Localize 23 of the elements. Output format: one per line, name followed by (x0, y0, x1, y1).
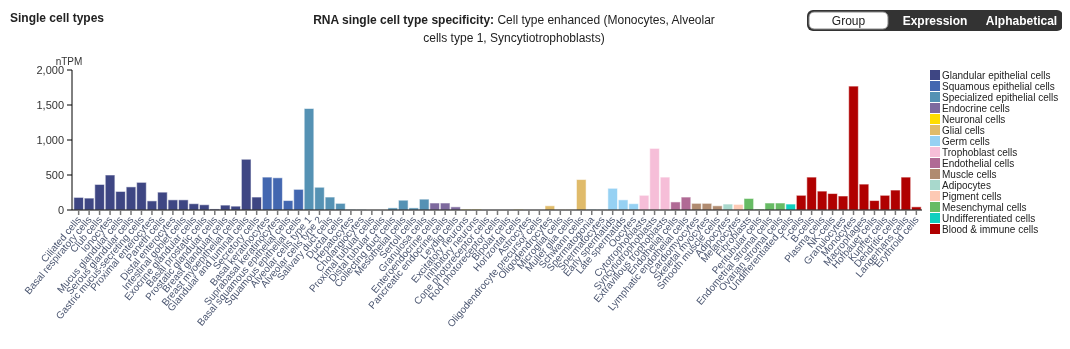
legend-label: Specialized epithelial cells (942, 92, 1059, 103)
chart-subtitle: RNA single cell type specificity: Cell type enhanced (Monocytes, Alveolar cells type 1, Syncytiotrophoblasts) (313, 13, 715, 45)
legend-label: Squamous epithelial cells (942, 81, 1055, 92)
y-tick-label: 500 (45, 169, 64, 181)
legend-label: Glial cells (942, 125, 985, 136)
y-tick-label: 0 (57, 204, 64, 216)
legend-label: Muscle cells (942, 169, 997, 180)
y-axis-title: nTPM (55, 56, 83, 67)
legend-label: Endocrine cells (942, 103, 1010, 114)
chart-title: Single cell types (10, 11, 105, 25)
legend-label: Germ cells (942, 136, 990, 147)
legend-label: Trophoblast cells (942, 147, 1018, 158)
legend-label: Glandular epithelial cells (942, 70, 1051, 81)
legend-label: Neuronal cells (942, 114, 1006, 125)
legend-label: Adipocytes (942, 180, 991, 191)
y-tick-label: 2,000 (36, 64, 64, 76)
y-tick-label: 1,500 (36, 99, 64, 111)
legend-label: Blood & immune cells (942, 224, 1039, 235)
legend-label: Pigment cells (942, 191, 1002, 202)
legend-label: Endothelial cells (942, 158, 1015, 169)
y-tick-label: 1,000 (36, 134, 64, 146)
legend-label: Mesenchymal cells (942, 202, 1027, 213)
sort-toggle: Group Expression Alphabetical (807, 10, 1062, 31)
